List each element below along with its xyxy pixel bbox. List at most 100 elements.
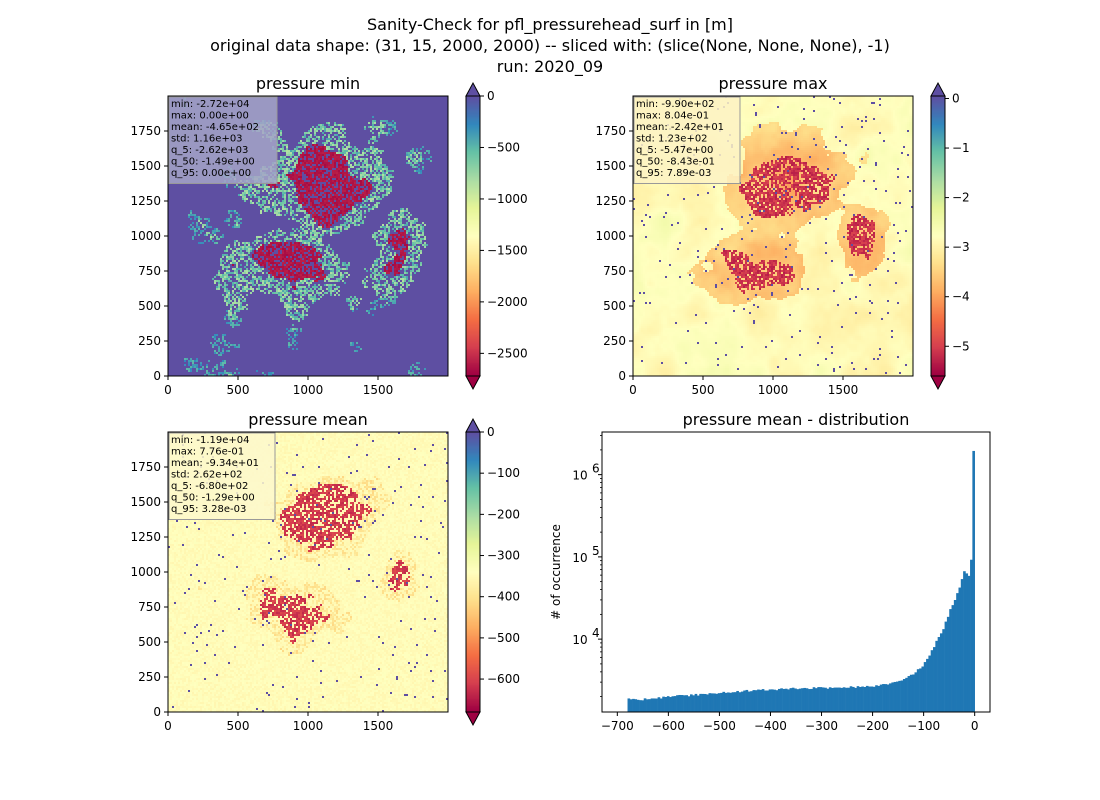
y-tick-label: 10 (572, 469, 587, 483)
histogram-bar (895, 681, 899, 712)
colorbar-tick-label: −1000 (487, 192, 528, 206)
histogram-bar (798, 688, 802, 712)
histogram-bar (923, 662, 927, 712)
colorbar-gradient (931, 96, 945, 376)
histogram-bar (946, 616, 950, 712)
histogram-bar (680, 695, 684, 712)
histogram-bar (743, 690, 746, 712)
panel-title: pressure min (256, 74, 360, 93)
histogram-bar (805, 688, 809, 712)
pressure-min-panel: pressure min 0 500 1000 1500 0 250 500 750 1000 12… (130, 74, 527, 397)
y-tick-label: 250 (138, 334, 161, 348)
colorbar-tick-label: −2000 (487, 295, 528, 309)
histogram-bar (648, 699, 651, 712)
histogram-bar (747, 691, 751, 712)
suptitle-line-3: run: 2020_09 (497, 57, 603, 77)
histogram-bar (671, 696, 675, 712)
x-tick-label: 500 (692, 383, 715, 397)
colorbar-tick-label: 0 (952, 91, 960, 105)
colorbar-extend-min (930, 375, 946, 391)
stats-line: q_95: 7.89e-03 (636, 168, 711, 179)
histogram-bar (692, 695, 695, 712)
histogram-bar (810, 688, 813, 712)
histogram-bar (627, 698, 631, 712)
histogram-bar (854, 687, 857, 712)
histogram-bar (685, 695, 689, 712)
colorbar-extend-min (465, 375, 481, 391)
histogram-bar (863, 686, 867, 712)
histogram-bar (780, 688, 783, 712)
colorbar-extend-max (465, 417, 481, 433)
histogram-bar (777, 688, 781, 712)
histogram-bar (939, 633, 943, 712)
histogram-bar (891, 682, 894, 712)
x-tick-label: 1500 (363, 719, 394, 733)
stats-line: q_50: -8.43e-01 (636, 157, 715, 168)
histogram-bar (789, 688, 793, 712)
histogram-bar (657, 697, 661, 712)
histogram-bar (933, 647, 936, 712)
x-tick-label: 1000 (293, 719, 324, 733)
histogram-bar (949, 609, 952, 712)
panel-title: pressure mean (248, 410, 368, 429)
histogram-bar (761, 689, 765, 712)
histogram-bar (930, 650, 934, 712)
colorbar-tick-label: −400 (487, 590, 520, 604)
stats-line: mean: -2.42e+01 (636, 122, 724, 133)
pressure-mean-distribution-panel: pressure mean - distribution −700 −600 −500… (549, 410, 991, 733)
x-tick-label: −500 (703, 719, 736, 733)
stats-line: q_5: -5.47e+00 (636, 145, 713, 156)
histogram-bar (775, 690, 779, 712)
stats-box (168, 96, 278, 184)
y-tick-label: 1750 (130, 460, 161, 474)
histogram-bar (690, 694, 693, 712)
histogram-bar (803, 687, 807, 712)
histogram-bar (909, 674, 913, 712)
histogram-bar (865, 685, 869, 712)
y-tick-label: 1250 (130, 530, 161, 544)
histogram-bar (875, 685, 878, 712)
panel-title: pressure max (718, 74, 827, 93)
colorbar-tick-label: −500 (487, 140, 520, 154)
histogram-bar (858, 686, 862, 712)
colorbar-tick-label: −5 (952, 339, 970, 353)
histogram-bar (639, 700, 642, 712)
histogram-bar (745, 689, 749, 712)
histogram-bar (733, 692, 737, 712)
stats-line: max: 0.00e+00 (171, 111, 249, 122)
y-tick-label: 500 (603, 299, 626, 313)
histogram-bar (713, 693, 716, 712)
histogram-bar (706, 694, 709, 712)
histogram-bar (845, 687, 848, 712)
histogram-bar (872, 686, 876, 712)
histogram-bar (826, 688, 830, 712)
colorbar-tick-label: −600 (487, 672, 520, 686)
histogram-bar (937, 637, 941, 712)
histogram-bar (773, 689, 776, 712)
histogram-bar (768, 689, 772, 712)
stats-box (168, 432, 276, 520)
histogram-bar (801, 688, 804, 712)
histogram-bar (882, 684, 885, 712)
suptitle-line-2: original data shape: (31, 15, 2000, 2000… (210, 36, 890, 55)
histogram-bar (868, 686, 871, 712)
histogram-bar (970, 559, 973, 712)
histogram-bar (942, 629, 945, 712)
histogram-bar (669, 697, 672, 712)
histogram-bar (886, 684, 890, 712)
histogram-bar (738, 692, 742, 712)
x-tick-label: 1000 (293, 383, 324, 397)
colorbar-tick-label: −4 (952, 290, 970, 304)
y-tick-label: 500 (138, 635, 161, 649)
stats-line: mean: -9.34e+01 (171, 458, 259, 469)
histogram-bar (664, 696, 668, 712)
histogram-bar (662, 696, 665, 712)
x-tick-label: 500 (227, 719, 250, 733)
histogram-bar (796, 689, 800, 712)
y-tick-label: 1000 (130, 229, 161, 243)
histogram-bar (757, 689, 760, 712)
histogram-bar (727, 692, 730, 712)
y-tick-exponent: 5 (592, 544, 600, 558)
histogram-bar (828, 687, 832, 712)
y-tick-label: 750 (603, 264, 626, 278)
